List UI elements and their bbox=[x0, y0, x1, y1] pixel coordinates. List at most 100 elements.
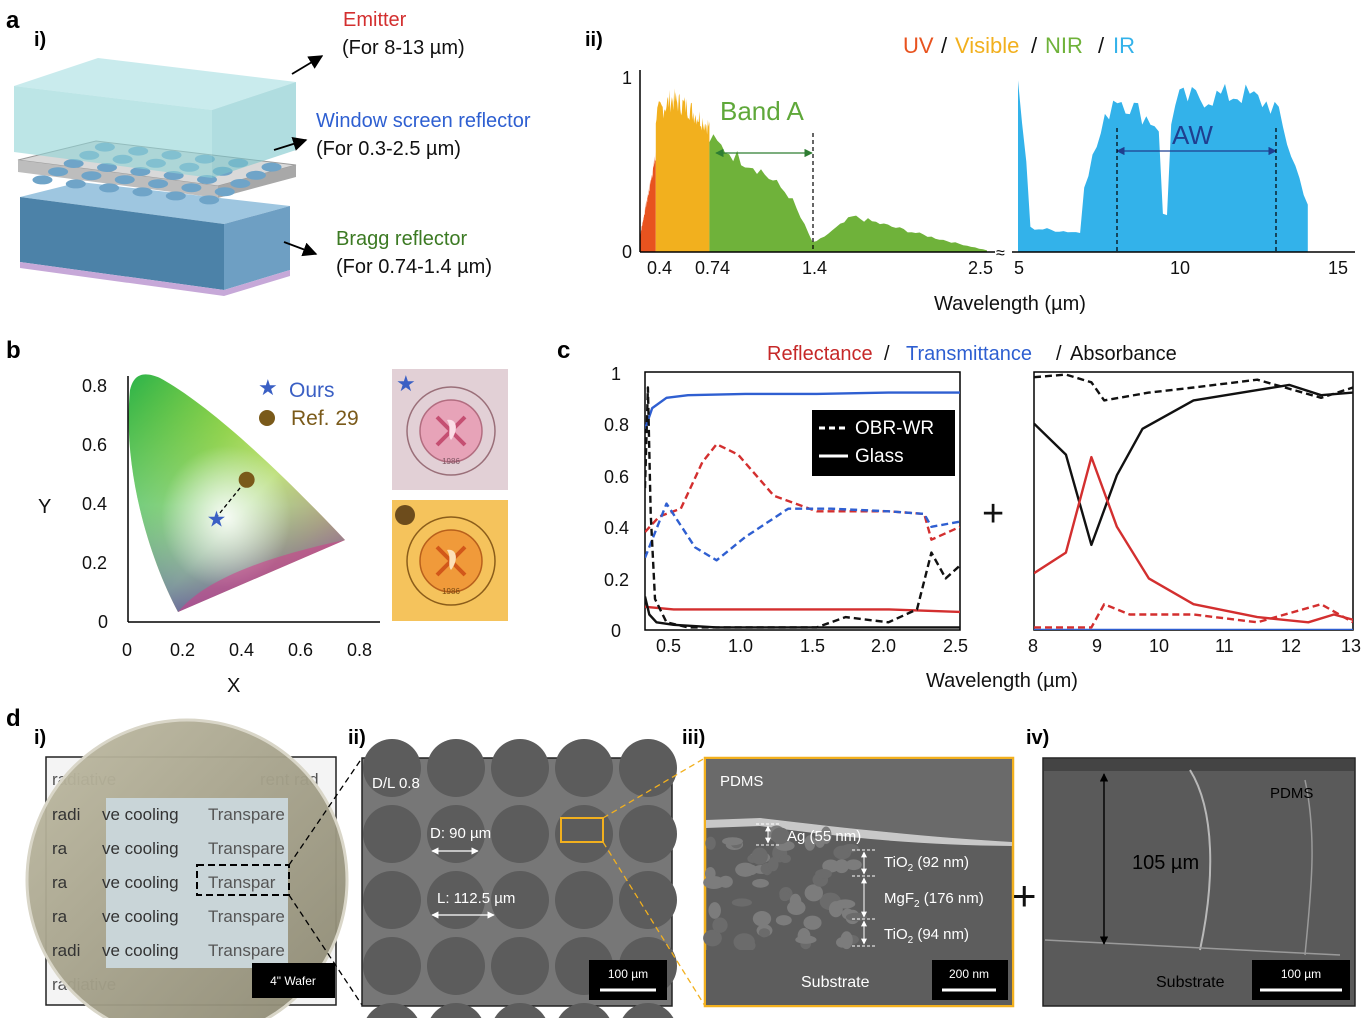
grain bbox=[787, 900, 806, 916]
grain bbox=[722, 837, 743, 846]
zoom-box bbox=[196, 864, 290, 896]
legend-sep-3: / bbox=[1098, 33, 1105, 58]
grain bbox=[845, 859, 862, 871]
spectrum-xtick: 1.4 bbox=[802, 258, 827, 278]
cie-ytick: 0 bbox=[98, 612, 108, 632]
bragg-side bbox=[224, 206, 290, 290]
screen-hole bbox=[130, 167, 151, 176]
c-xtick: 1.5 bbox=[800, 636, 825, 656]
bragg-label: Bragg reflector bbox=[336, 228, 468, 250]
legend-glass: Glass bbox=[855, 446, 904, 467]
emitter-label: Emitter bbox=[343, 9, 407, 31]
grain bbox=[803, 915, 822, 930]
bragg-arrow bbox=[283, 241, 318, 257]
legend-sep-1: / bbox=[941, 33, 948, 58]
screen-hole bbox=[65, 179, 86, 189]
curve-obr-wr-reflectance bbox=[1034, 603, 1353, 629]
ours-star-icon: ★ bbox=[396, 371, 416, 396]
band-a-label: Band A bbox=[720, 96, 805, 126]
legend-obr: OBR-WR bbox=[855, 418, 934, 439]
panel-a-i-label: i) bbox=[34, 29, 46, 51]
grain bbox=[840, 931, 853, 950]
iv-scale-label: 100 µm bbox=[1281, 967, 1321, 981]
window-range: (For 0.3-2.5 µm) bbox=[316, 138, 461, 160]
sem-d: D: 90 µm bbox=[430, 825, 491, 842]
xs-tio2-top: TiO2 (92 nm) bbox=[884, 854, 969, 874]
screen-hole bbox=[63, 159, 84, 168]
panel-c-label: c bbox=[557, 337, 570, 364]
sem-hole bbox=[366, 1003, 418, 1018]
photo-row-mid: ve cooling bbox=[102, 805, 179, 824]
curve-obr-wr-absorbance bbox=[1034, 373, 1353, 402]
photo-row-left: ra bbox=[52, 839, 68, 858]
cie-xtick: 0 bbox=[122, 640, 132, 660]
c-xtick: 2.0 bbox=[871, 636, 896, 656]
screen-hole bbox=[214, 187, 235, 197]
photo-row-right: Transpare bbox=[208, 941, 285, 960]
cie-ytick: 0.8 bbox=[82, 376, 107, 396]
sem-hole bbox=[491, 871, 549, 929]
sem-hole bbox=[555, 739, 613, 797]
grain bbox=[731, 898, 753, 907]
photo-row-mid: ve cooling bbox=[102, 839, 179, 858]
c-ytick: 0 bbox=[611, 621, 621, 641]
emitter-arrow bbox=[291, 55, 324, 75]
grain bbox=[705, 836, 716, 850]
zoom-line-bottom-2 bbox=[602, 841, 706, 1007]
curve-glass-reflectance bbox=[645, 605, 960, 614]
plot-c-left-frame bbox=[644, 371, 961, 631]
grain bbox=[752, 911, 772, 927]
logo-ours: 1986 bbox=[406, 386, 496, 476]
panel-c-title: Reflectance / Transmittance / Absorbance bbox=[767, 343, 1177, 365]
photo-row-mid: ve cooling bbox=[102, 873, 179, 892]
spectrum-area-uv bbox=[640, 151, 656, 252]
photo-row-left: radi bbox=[52, 941, 80, 960]
curve-glass-absorbance bbox=[1034, 383, 1353, 547]
grain bbox=[814, 832, 826, 848]
ref-point bbox=[238, 471, 255, 488]
spectrum-area-ir bbox=[1018, 80, 1308, 253]
cie-purple-line bbox=[178, 540, 345, 612]
logo-year: 1986 bbox=[442, 457, 460, 466]
sem-hole bbox=[430, 1003, 482, 1018]
spectrum-xlabel: Wavelength (µm) bbox=[934, 293, 1086, 315]
plot-c-right bbox=[1034, 373, 1353, 630]
tio2b-sub: 2 bbox=[908, 935, 914, 946]
grain bbox=[752, 878, 769, 888]
grain bbox=[822, 859, 840, 873]
sem-hole bbox=[363, 739, 421, 797]
xs-mgf2: MgF2 (176 nm) bbox=[884, 890, 984, 910]
c-ytick: 0.8 bbox=[604, 415, 629, 435]
layer-stack-illustration bbox=[14, 58, 297, 296]
axis-break-icon: ≈ bbox=[996, 245, 1005, 262]
spectrum-area-visible bbox=[655, 88, 710, 253]
cie-xtick: 0.8 bbox=[347, 640, 372, 660]
substrate-edge bbox=[1044, 939, 1341, 956]
sem-hole bbox=[427, 739, 485, 797]
grain bbox=[815, 868, 832, 879]
grain bbox=[804, 884, 824, 902]
bragg-top bbox=[20, 182, 290, 224]
sem-hole bbox=[494, 1003, 546, 1018]
tio2b-text: TiO bbox=[884, 926, 908, 943]
grain bbox=[758, 928, 771, 938]
spectrum-xtick: 0.4 bbox=[647, 258, 672, 278]
grain bbox=[745, 864, 758, 876]
screen-hole bbox=[32, 175, 53, 185]
title-slash: / bbox=[1056, 343, 1062, 365]
panel-d-iv-label: iv) bbox=[1026, 727, 1049, 749]
sem-hole bbox=[619, 805, 677, 863]
spectrum-area-nir bbox=[709, 134, 987, 252]
c-ytick: 0.2 bbox=[604, 570, 629, 590]
sem-hole bbox=[555, 871, 613, 929]
sem-hole bbox=[491, 739, 549, 797]
panel-a-ii-label: ii) bbox=[585, 29, 603, 51]
spectrum-ytick-0: 0 bbox=[622, 242, 632, 262]
sem-hole bbox=[555, 805, 613, 863]
sem-hole bbox=[363, 871, 421, 929]
iv-substrate: Substrate bbox=[1156, 974, 1225, 991]
legend-nir: NIR bbox=[1045, 33, 1083, 58]
c-ytick: 0.4 bbox=[604, 518, 629, 538]
spectrum-xtick: 10 bbox=[1170, 258, 1190, 278]
film-grains bbox=[703, 825, 1012, 1005]
